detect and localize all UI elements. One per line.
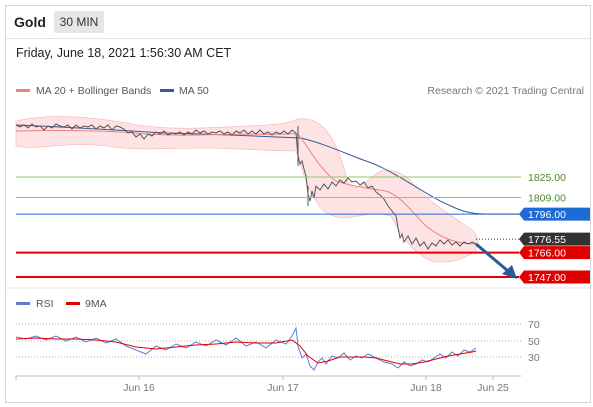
ma20-line: [15, 129, 477, 245]
level-label-resistance: 1825.00: [528, 172, 566, 184]
bollinger-band-fill: [15, 116, 479, 263]
x-label-jun17: Jun 17: [267, 382, 299, 394]
ma9-legend-swatch: [66, 302, 80, 305]
toolbar: Gold 30 MIN: [6, 6, 590, 38]
price-levels: 1825.00 1809.00 1796.00 1776.55 1766.00 1747.…: [16, 172, 590, 284]
bollinger-legend-swatch: [16, 89, 30, 92]
level-badge-pivot: [519, 207, 590, 221]
ma50-legend-swatch: [160, 89, 174, 92]
ma50-legend-label: MA 50: [179, 85, 209, 97]
ma9-legend-label: 9MA: [85, 298, 107, 310]
x-label-jun25: Jun 25: [477, 382, 509, 394]
candle-path-drop: [295, 132, 477, 250]
rsi-tick-70: 70: [528, 319, 540, 331]
level-label-resistance: 1809.00: [528, 193, 566, 205]
datetime-label: Friday, June 18, 2021 1:56:30 AM CET: [16, 46, 232, 60]
rsi-legend-swatch: [16, 302, 30, 305]
rsi-legend-label: RSI: [36, 298, 54, 310]
projection-arrow-line: [475, 242, 509, 273]
candle-path: [15, 123, 297, 140]
timeframe-button[interactable]: 30 MIN: [54, 11, 104, 33]
level-label-current: 1776.55: [528, 234, 566, 246]
chart-widget: Gold 30 MIN Friday, June 18, 2021 1:56:3…: [5, 5, 591, 403]
symbol-title: Gold: [14, 14, 46, 30]
level-badge-support: [519, 270, 590, 284]
rsi-tick-30: 30: [528, 352, 540, 364]
level-badge-support: [519, 246, 590, 260]
level-badge-current: [519, 232, 590, 246]
x-label-jun18: Jun 18: [410, 382, 442, 394]
toolbar-divider: [6, 38, 590, 39]
research-credit: Research © 2021 Trading Central: [427, 85, 584, 97]
rsi-line: [15, 326, 477, 371]
level-label-support: 1747.00: [528, 272, 566, 284]
price-chart: MA 20 + Bollinger Bands MA 50 Research ©…: [6, 85, 590, 394]
price-candles: [15, 123, 477, 250]
bollinger-legend-label: MA 20 + Bollinger Bands: [36, 85, 151, 97]
rsi-tick-50: 50: [528, 336, 540, 348]
rsi-ma-line: [15, 337, 477, 365]
level-label-pivot: 1796.00: [528, 209, 566, 221]
projection-arrow-head: [502, 265, 517, 279]
x-axis-ticks: [15, 376, 494, 380]
x-label-jun16: Jun 16: [123, 382, 155, 394]
level-label-support: 1766.00: [528, 248, 566, 260]
